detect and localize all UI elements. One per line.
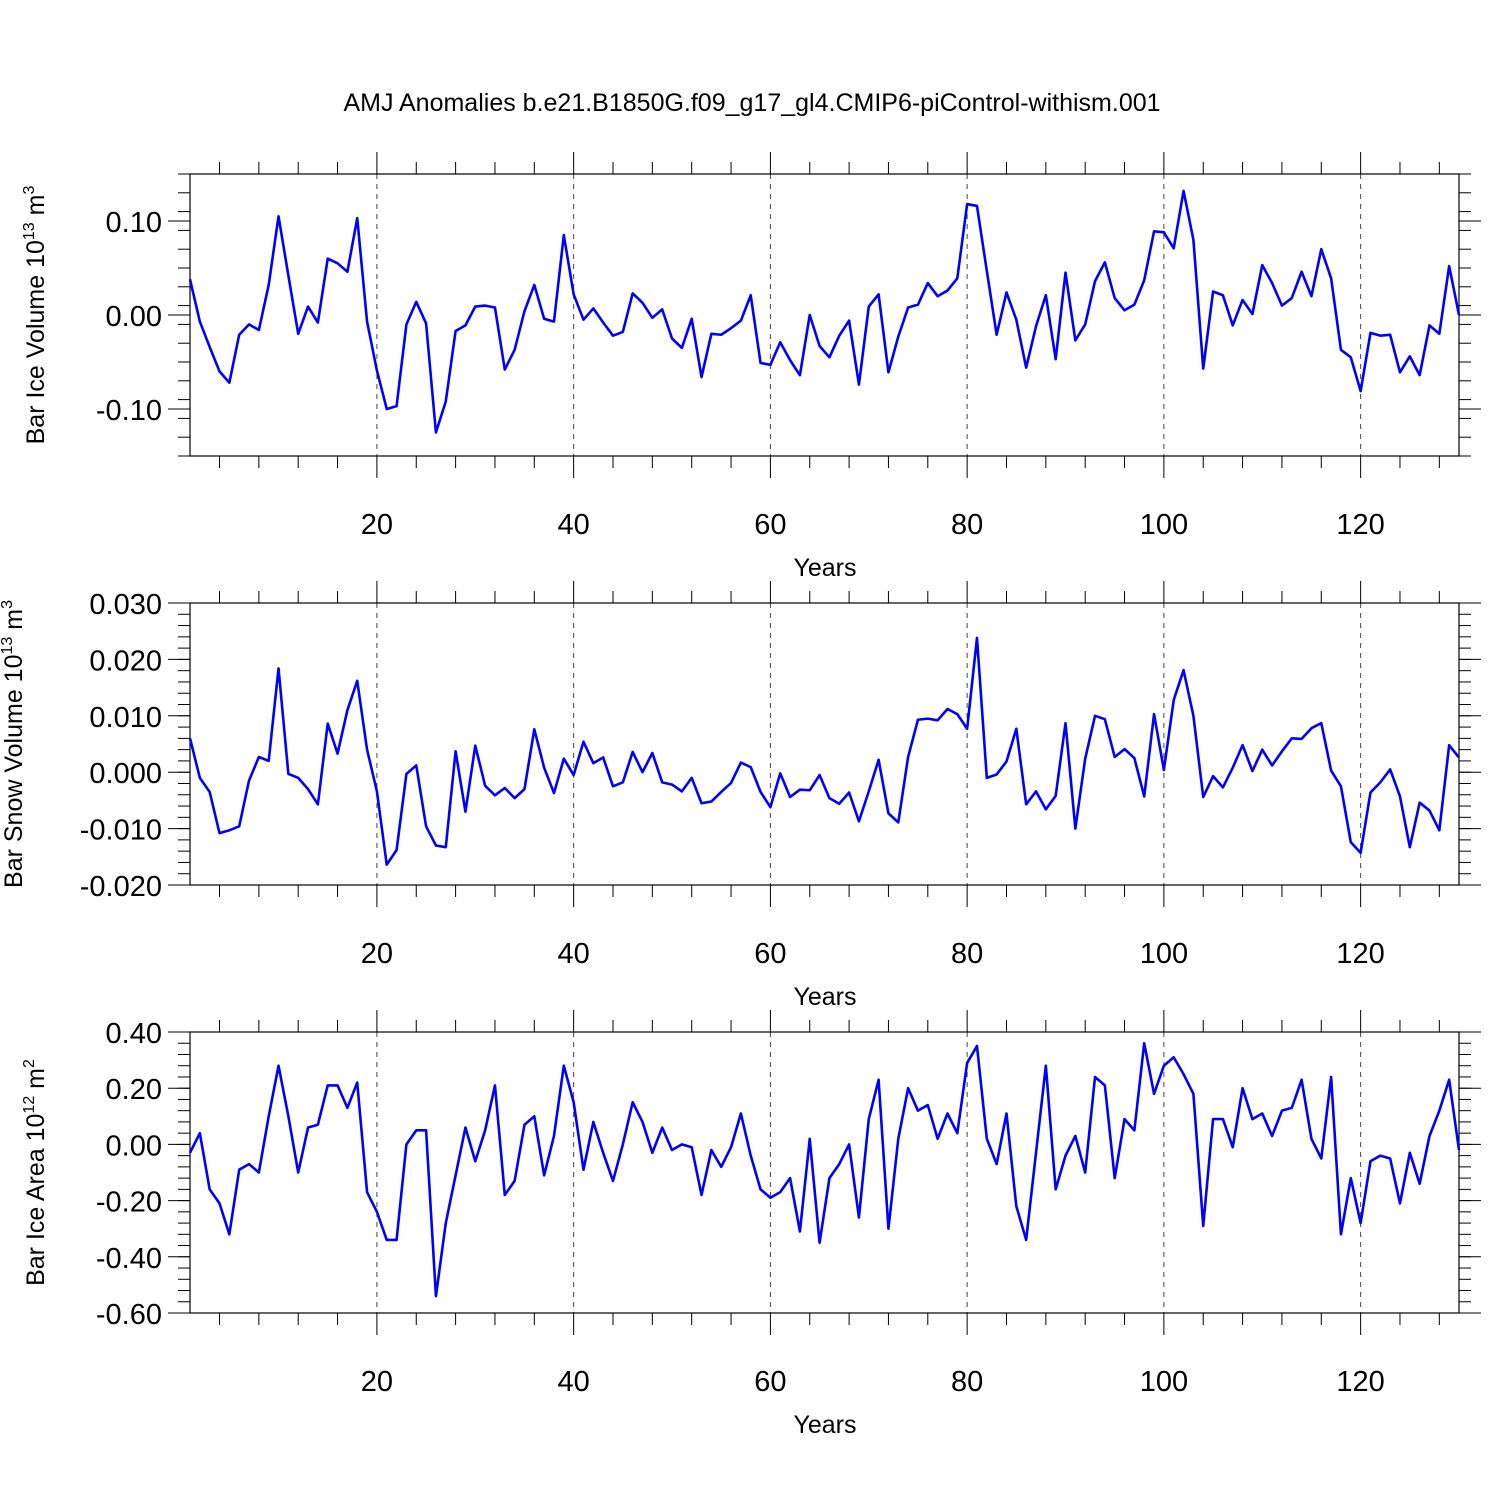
x-tick-label: 20 — [361, 509, 393, 541]
panel-2: 20 40 60 80 100 120 Years -0.020 -0.010 0.000 0.01… — [0, 581, 1481, 1011]
x-tick-label: 80 — [951, 938, 983, 970]
y-tick-label: 0.030 — [89, 589, 162, 621]
y-tick-label: -0.20 — [96, 1187, 162, 1219]
x-tick-label: 100 — [1140, 1366, 1188, 1398]
x-tick-label: 100 — [1140, 509, 1188, 541]
x-axis-label: Years — [793, 554, 856, 582]
x-tick-label: 40 — [558, 1366, 590, 1398]
y-tick-label: 0.020 — [89, 645, 162, 677]
x-tick-label: 80 — [951, 509, 983, 541]
y-tick-label: -0.020 — [80, 871, 162, 903]
series-line-1 — [188, 189, 1461, 434]
y-tick-label: 0.10 — [106, 207, 162, 239]
x-tick-label: 120 — [1336, 1366, 1384, 1398]
y-tick-label: -0.60 — [96, 1299, 162, 1331]
y-axis-label: Bar Ice Area 1012 m2 — [21, 1059, 50, 1286]
figure-title: AMJ Anomalies b.e21.B1850G.f09_g17_gl4.C… — [343, 89, 1160, 117]
x-tick-label: 60 — [754, 938, 786, 970]
y-tick-label: -0.40 — [96, 1243, 162, 1275]
x-tick-label: 20 — [361, 1366, 393, 1398]
y-tick-label: 0.010 — [89, 702, 162, 734]
x-tick-label: 60 — [754, 1366, 786, 1398]
x-tick-label: 20 — [361, 938, 393, 970]
x-tick-label: 60 — [754, 509, 786, 541]
y-axis-label: Bar Snow Volume 1013 m3 — [0, 600, 28, 888]
plot-frame — [189, 1031, 1460, 1314]
panel-3: 20 40 60 80 100 120 Years -0.60 -0.40 -0.20 0.00 0.… — [21, 1010, 1481, 1439]
y-tick-label: 0.00 — [106, 301, 162, 333]
x-tick-label: 100 — [1140, 938, 1188, 970]
x-tick-label: 80 — [951, 1366, 983, 1398]
series-line-1 — [188, 1041, 1461, 1298]
plot-frame — [189, 602, 1460, 886]
y-tick-label: -0.010 — [80, 815, 162, 847]
x-tick-label: 40 — [558, 938, 590, 970]
x-tick-label: 120 — [1336, 509, 1384, 541]
panels: 20 40 60 80 100 120 Years -0.10 0.00 0.10 Bar Ice … — [0, 152, 1481, 1439]
y-tick-label: 0.40 — [106, 1018, 162, 1050]
x-axis-label: Years — [793, 983, 856, 1011]
x-tick-label: 40 — [558, 509, 590, 541]
x-tick-label: 120 — [1336, 938, 1384, 970]
panel-1: 20 40 60 80 100 120 Years -0.10 0.00 0.10 Bar Ice … — [21, 152, 1481, 582]
y-tick-label: 0.000 — [89, 758, 162, 790]
series-line-1 — [188, 636, 1461, 867]
y-axis-label: Bar Ice Volume 1013 m3 — [21, 186, 50, 445]
y-tick-label: 0.20 — [106, 1074, 162, 1106]
y-tick-label: 0.00 — [106, 1130, 162, 1162]
y-tick-label: -0.10 — [96, 395, 162, 427]
x-axis-label: Years — [793, 1411, 856, 1439]
plot-frame — [189, 173, 1460, 457]
